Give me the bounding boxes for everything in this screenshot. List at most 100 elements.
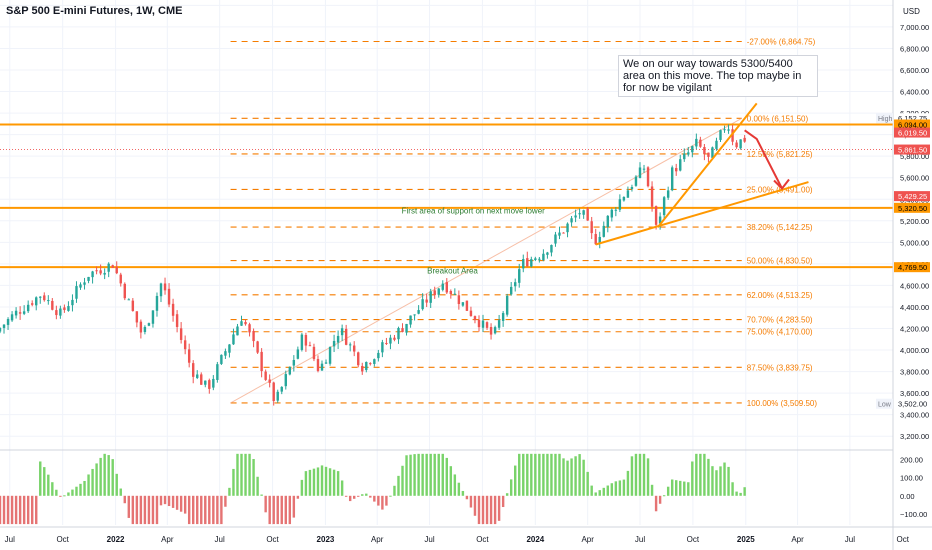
- candle-body: [586, 208, 589, 221]
- candle-body: [562, 232, 565, 234]
- oscillator-bar: [220, 495, 223, 525]
- oscillator-bar: [602, 487, 605, 496]
- candle-body: [30, 303, 34, 305]
- candle-body: [159, 283, 163, 297]
- oscillator-bar: [296, 495, 300, 499]
- oscillator-bar: [393, 485, 396, 496]
- candle-body: [574, 215, 577, 218]
- candle-body: [300, 334, 304, 350]
- price-badge: [894, 202, 930, 213]
- candle-body: [353, 345, 356, 352]
- candle-body: [530, 259, 533, 267]
- price-axis[interactable]: USD 3,200.00 3,400.00 3,600.00 3,800.00 4,000…: [876, 0, 932, 550]
- oscillator-bar: [216, 495, 219, 525]
- oscillator-bar: [590, 485, 593, 496]
- candle-body: [683, 153, 686, 160]
- candle-body: [236, 326, 239, 336]
- time-tick-label: Oct: [687, 535, 700, 544]
- candle-body: [252, 330, 255, 342]
- oscillator-bar: [316, 467, 320, 496]
- oscillator-bar: [385, 495, 388, 506]
- price-badge: [894, 262, 930, 273]
- symbol-title: S&P 500 E-mini Futures, 1W, CME: [6, 5, 183, 17]
- candle-body: [675, 168, 678, 172]
- oscillator-bar: [240, 453, 243, 496]
- oscillator-bar: [361, 494, 364, 496]
- fib-level-label: -27.00% (6,864.75): [747, 37, 816, 46]
- price-badge-label: 6,152.75: [898, 114, 927, 123]
- oscillator-bar: [71, 489, 74, 496]
- oscillator-bar: [401, 465, 404, 496]
- candle-body: [357, 352, 360, 366]
- candle-body: [743, 137, 746, 142]
- oscillator-bar: [196, 495, 199, 525]
- candle-body: [522, 259, 525, 269]
- time-tick-label: Apr: [581, 535, 594, 544]
- candle-body: [719, 130, 722, 140]
- candle-body: [6, 319, 10, 325]
- fib-retracement: -27.00% (6,864.75) 0.00% (6,151.50) 12.50%…: [230, 37, 817, 408]
- oscillator-bar: [646, 458, 650, 496]
- drawings: [595, 102, 809, 246]
- oscillator-bar: [336, 471, 340, 496]
- candle-body: [711, 147, 714, 158]
- oscillator-bar: [743, 487, 746, 496]
- oscillator-bar: [87, 474, 90, 496]
- candle-body: [264, 371, 267, 380]
- oscillator-bar: [268, 495, 271, 525]
- oscillator-bar: [264, 495, 267, 513]
- oscillator-bar: [534, 453, 537, 496]
- candle-body: [208, 380, 211, 389]
- oscillator-bar: [43, 467, 46, 496]
- oscillator-bar: [626, 470, 630, 496]
- oscillator-bar: [518, 453, 521, 496]
- oscillator-bar: [558, 453, 561, 496]
- oscillator-bar: [614, 481, 618, 496]
- candle-body: [566, 223, 569, 233]
- oscillator-bar: [638, 453, 642, 496]
- price-tick-label: 4,400.00: [900, 303, 929, 312]
- candle-body: [2, 324, 6, 328]
- oscillator-bar: [171, 495, 175, 508]
- candle-body: [550, 245, 553, 253]
- oscillator-bar: [135, 495, 139, 525]
- oscillator-bar: [288, 495, 292, 525]
- candle-body: [654, 206, 658, 225]
- oscillator-bar: [421, 453, 424, 496]
- oscillator-bar: [586, 471, 589, 496]
- time-axis[interactable]: Jul Oct 2022 Apr Jul Oct 2023 Apr Jul Oct 2024 Apr J…: [0, 526, 932, 544]
- candle-body: [143, 326, 147, 333]
- oscillator-bar: [727, 466, 730, 496]
- time-tick-label: 2023: [317, 535, 335, 544]
- candle-body: [397, 327, 400, 340]
- oscillator-bar: [397, 475, 400, 496]
- price-tick-label: 3,200.00: [900, 432, 929, 441]
- oscillator-bar: [280, 495, 283, 525]
- candle-body: [348, 344, 352, 346]
- oscillator-bar: [357, 495, 360, 497]
- candle-body: [204, 380, 207, 385]
- candle-body: [123, 283, 126, 299]
- oscillator-bar: [147, 495, 151, 525]
- candle-body: [127, 299, 131, 301]
- fib-trend-line: [230, 117, 743, 404]
- candle-body: [421, 299, 424, 310]
- candle-body: [175, 314, 179, 327]
- price-tick-label: 4,000.00: [900, 346, 929, 355]
- oscillator-bar: [328, 468, 332, 496]
- price-badge-label: 6,094.00: [898, 121, 927, 130]
- oscillator-bar: [163, 495, 167, 505]
- candle-body: [10, 314, 14, 321]
- candle-body: [727, 129, 730, 131]
- oscillator-bar: [131, 495, 135, 525]
- candle-body: [361, 366, 364, 372]
- oscillator-bar: [103, 453, 106, 496]
- candle-body: [276, 391, 279, 401]
- oscillator-bar: [204, 495, 207, 525]
- oscillator-bar: [320, 465, 324, 496]
- fib-level-label: 87.50% (3,839.75): [747, 363, 813, 372]
- oscillator-bar: [618, 480, 622, 496]
- candle-body: [179, 328, 183, 340]
- candle-body: [373, 359, 376, 364]
- candle-body: [369, 363, 372, 365]
